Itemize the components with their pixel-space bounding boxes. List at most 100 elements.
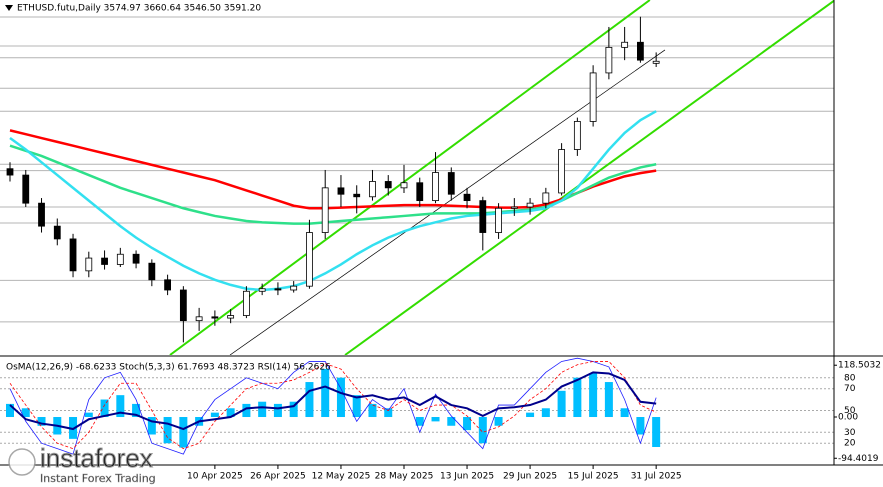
candle-body bbox=[101, 257, 108, 265]
x-tick-label: 26 Apr 2025 bbox=[250, 472, 306, 482]
candle-body bbox=[447, 172, 455, 195]
candle-body bbox=[479, 200, 487, 233]
histogram-bar bbox=[37, 417, 46, 426]
histogram-bar bbox=[604, 382, 613, 418]
candle-body bbox=[227, 315, 235, 319]
histogram-bar bbox=[116, 395, 125, 418]
candle-body bbox=[38, 202, 45, 227]
candle-body bbox=[321, 187, 329, 233]
histogram-bar bbox=[210, 412, 219, 418]
watermark: instaforex Instant Forex Trading bbox=[8, 442, 156, 485]
candle-body bbox=[337, 187, 345, 195]
histogram-bar bbox=[321, 368, 330, 418]
candle-body bbox=[85, 257, 93, 272]
candle-body bbox=[353, 193, 361, 198]
histogram-bar bbox=[289, 401, 298, 418]
indicator-line bbox=[9, 371, 657, 431]
candle-body bbox=[211, 316, 219, 319]
histogram-bar bbox=[384, 408, 393, 418]
indicator-line bbox=[9, 361, 657, 450]
histogram-bar bbox=[620, 408, 629, 418]
candle-body bbox=[526, 202, 534, 208]
candle-body bbox=[53, 225, 61, 240]
histogram-bar bbox=[541, 408, 550, 418]
candle-body bbox=[384, 181, 392, 189]
candle-body bbox=[432, 172, 439, 202]
histogram-bar bbox=[273, 403, 282, 418]
histogram-bar bbox=[589, 373, 598, 418]
indicator-line bbox=[9, 357, 657, 455]
candle-body bbox=[495, 207, 502, 233]
candle-body bbox=[416, 182, 424, 202]
candle-body bbox=[463, 193, 471, 202]
y-tick-label: 50 bbox=[844, 406, 856, 416]
candle-body bbox=[306, 232, 313, 287]
watermark-tagline: Instant Forex Trading bbox=[40, 472, 156, 485]
y2-tick-label: 0.00 bbox=[838, 413, 858, 423]
trend-line bbox=[169, 0, 651, 355]
candle-body bbox=[116, 253, 124, 265]
chart-title: ETHUSD.futu,Daily 3574.97 3660.64 3546.5… bbox=[17, 4, 261, 14]
candle-body bbox=[573, 121, 581, 150]
oscillator-panel bbox=[0, 357, 837, 459]
candle-body bbox=[274, 288, 282, 291]
candle-body bbox=[637, 41, 644, 61]
y-tick-label: 70 bbox=[844, 384, 856, 394]
histogram-bar bbox=[431, 417, 440, 422]
histogram-bar bbox=[179, 417, 188, 448]
indicator-title: OsMA(12,26,9) -68.6233 Stoch(5,3,3) 61.7… bbox=[6, 363, 331, 373]
candle-body bbox=[6, 168, 14, 176]
header-arrow bbox=[5, 5, 13, 11]
candle-body bbox=[542, 192, 550, 204]
candle-body bbox=[400, 182, 408, 189]
candle-body bbox=[290, 285, 298, 291]
x-tick-label: 29 Jun 2025 bbox=[503, 472, 557, 482]
x-tick-label: 10 Apr 2025 bbox=[187, 472, 243, 482]
candle-body bbox=[558, 149, 565, 194]
candle-body bbox=[369, 181, 376, 198]
candle-body bbox=[22, 174, 30, 204]
y-tick-label: 80 bbox=[844, 373, 856, 383]
histogram-bar bbox=[652, 417, 661, 448]
histogram-bar bbox=[147, 417, 156, 435]
y-tick-label: 20 bbox=[844, 439, 856, 449]
candle-body bbox=[589, 72, 597, 122]
candle-body bbox=[652, 60, 660, 64]
x-tick-label: 12 May 2025 bbox=[312, 472, 371, 482]
candle-body bbox=[621, 41, 629, 48]
histogram-bar bbox=[352, 395, 361, 418]
y2-tick-label: -94.4019 bbox=[838, 454, 879, 464]
moving-average bbox=[9, 110, 657, 292]
histogram-bar bbox=[258, 401, 267, 418]
candle-body bbox=[164, 279, 172, 291]
histogram-bar bbox=[336, 377, 345, 418]
histogram-bar bbox=[557, 390, 566, 418]
histogram-bar bbox=[573, 377, 582, 418]
candle-body bbox=[510, 206, 518, 209]
histogram-bar bbox=[6, 403, 14, 418]
histogram-bar bbox=[415, 417, 424, 426]
histogram-bar bbox=[100, 399, 109, 418]
histogram-bar bbox=[447, 417, 456, 426]
x-tick-label: 15 Jul 2025 bbox=[568, 472, 619, 482]
moving-average bbox=[9, 129, 657, 210]
watermark-brand: instaforex bbox=[40, 443, 153, 473]
y-tick-label: 30 bbox=[844, 428, 856, 438]
histogram-bar bbox=[21, 408, 30, 418]
candle-body bbox=[148, 262, 156, 281]
candle-body bbox=[179, 289, 187, 322]
x-tick-label: 13 Jun 2025 bbox=[440, 472, 494, 482]
histogram-bar bbox=[463, 417, 472, 431]
price-panel: 3938.003711.003619.003380.003200.002785.… bbox=[0, 0, 834, 355]
candle-body bbox=[132, 253, 140, 264]
candle-body bbox=[258, 288, 266, 292]
histogram-bar bbox=[84, 412, 93, 418]
histogram-bar bbox=[163, 417, 172, 444]
histogram-bar bbox=[526, 412, 535, 418]
histogram-bar bbox=[478, 417, 487, 444]
histogram-bar bbox=[636, 417, 645, 435]
y2-tick-label: 118.5032 bbox=[838, 361, 881, 371]
trend-line bbox=[344, 0, 834, 355]
